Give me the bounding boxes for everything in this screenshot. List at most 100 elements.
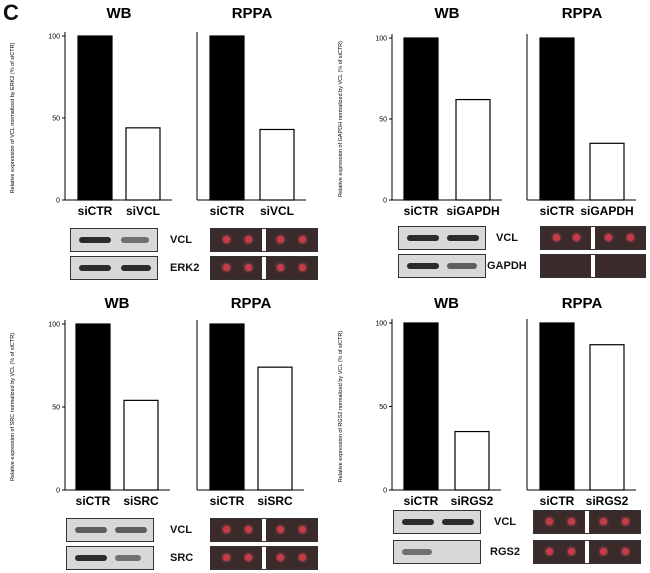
array-separator <box>585 511 589 533</box>
blot-band <box>75 527 107 533</box>
wb-blot-gapdh-tr <box>398 254 486 278</box>
bar-sisrc <box>257 366 293 491</box>
category-label: siRGS2 <box>586 494 629 508</box>
blot-label-rgs2-br: RGS2 <box>490 546 520 558</box>
blot-label-erk2-tl: ERK2 <box>170 262 200 274</box>
category-label: siCTR <box>540 204 575 218</box>
y-axis-label: Relative expression of SRC normalized by… <box>10 333 16 481</box>
category-label: siGAPDH <box>446 204 499 218</box>
blot-band <box>75 555 107 561</box>
y-tick-label: 100 <box>48 34 60 41</box>
wb-blot-erk2-tl <box>70 256 158 280</box>
blot-band <box>447 235 479 241</box>
y-tick-label: 50 <box>52 405 60 412</box>
array-spot <box>573 234 580 241</box>
bar-sictr <box>75 323 111 491</box>
array-spot <box>277 264 284 271</box>
array-spot <box>546 548 553 555</box>
category-label: siCTR <box>76 494 111 508</box>
array-spot <box>299 554 306 561</box>
chart-title-wb: WB <box>105 295 130 312</box>
array-spot <box>546 518 553 525</box>
category-label: siGAPDH <box>580 204 633 218</box>
bar-sisrc <box>123 399 159 491</box>
array-spot <box>622 518 629 525</box>
array-spot <box>277 554 284 561</box>
y-tick-label: 50 <box>379 117 387 124</box>
blot-band <box>402 519 434 525</box>
y-tick-label: 0 <box>56 488 60 495</box>
blot-band <box>407 263 439 269</box>
bar-sictr <box>539 37 575 201</box>
array-separator <box>262 547 266 569</box>
y-axis-label: Relative expression of VCL normalized by… <box>10 42 16 193</box>
array-separator <box>262 257 266 279</box>
blot-band <box>115 527 147 533</box>
rppa-array-vcl-br <box>533 510 641 534</box>
bar-sivcl <box>259 128 295 201</box>
blot-label-gapdh-tr: GAPDH <box>487 260 527 272</box>
array-separator <box>262 519 266 541</box>
y-tick-label: 0 <box>383 488 387 495</box>
panel-letter: C <box>3 0 19 25</box>
category-label: siCTR <box>404 204 439 218</box>
array-spot <box>245 264 252 271</box>
blot-band <box>402 549 432 555</box>
bar-sictr <box>539 322 575 491</box>
chart-title-wb: WB <box>435 5 460 22</box>
array-spot <box>568 548 575 555</box>
bar-sictr <box>209 35 245 201</box>
array-spot <box>245 554 252 561</box>
bar-sictr <box>403 37 439 201</box>
bar-sirgs2 <box>454 430 490 491</box>
wb-blot-src-bl <box>66 546 154 570</box>
bar-sigapdh <box>589 142 625 201</box>
array-spot <box>223 236 230 243</box>
category-label: siRGS2 <box>451 494 494 508</box>
array-spot <box>223 264 230 271</box>
blot-label-vcl-tl: VCL <box>170 234 192 246</box>
y-tick-label: 100 <box>375 321 387 328</box>
category-label: siVCL <box>126 204 160 218</box>
array-separator <box>591 255 595 277</box>
array-spot <box>600 548 607 555</box>
rppa-array-erk2-tl <box>210 256 318 280</box>
rppa-array-src-bl <box>210 546 318 570</box>
array-spot <box>600 518 607 525</box>
array-spot <box>245 236 252 243</box>
array-spot <box>299 264 306 271</box>
category-label: siSRC <box>257 494 293 508</box>
bar-sictr <box>209 323 245 491</box>
category-label: siCTR <box>78 204 113 218</box>
category-label: siCTR <box>210 494 245 508</box>
chart-title-wb: WB <box>434 295 459 312</box>
rppa-array-vcl-tl <box>210 228 318 252</box>
bar-sigapdh <box>455 98 491 201</box>
wb-blot-rgs2-br <box>393 540 481 564</box>
array-separator <box>262 229 266 251</box>
blot-band <box>447 263 477 269</box>
array-spot <box>627 234 634 241</box>
wb-blot-vcl-tr <box>398 226 486 250</box>
category-label: siCTR <box>404 494 439 508</box>
array-spot <box>223 526 230 533</box>
wb-blot-vcl-tl <box>70 228 158 252</box>
wb-blot-vcl-br <box>393 510 481 534</box>
category-label: siCTR <box>210 204 245 218</box>
chart-title-rppa: RPPA <box>562 5 603 22</box>
blot-band <box>407 235 439 241</box>
array-separator <box>591 227 595 249</box>
blot-label-vcl-bl: VCL <box>170 524 192 536</box>
array-spot <box>277 236 284 243</box>
chart-title-wb: WB <box>107 5 132 22</box>
blot-band <box>115 555 141 561</box>
rppa-array-rgs2-br <box>533 540 641 564</box>
y-tick-label: 0 <box>383 198 387 205</box>
y-tick-label: 100 <box>48 322 60 329</box>
blot-label-vcl-tr: VCL <box>496 232 518 244</box>
array-separator <box>585 541 589 563</box>
blot-band <box>121 237 149 243</box>
blot-label-vcl-br: VCL <box>494 516 516 528</box>
y-tick-label: 50 <box>379 404 387 411</box>
bar-sictr <box>403 322 439 491</box>
